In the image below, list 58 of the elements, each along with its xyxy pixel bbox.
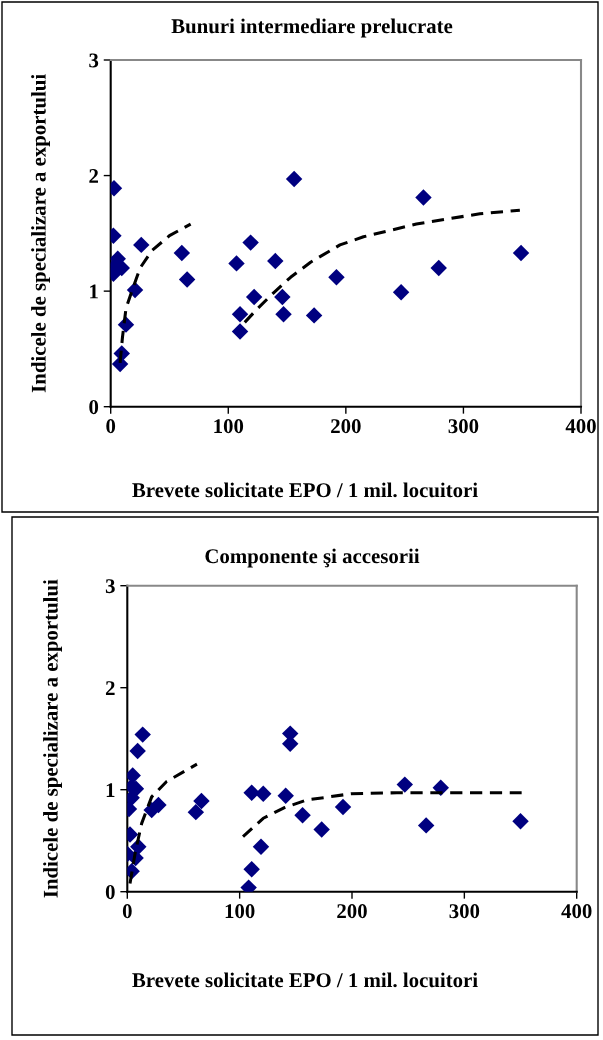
point — [243, 861, 260, 878]
point — [133, 236, 150, 254]
y-tick-label: 1 — [90, 284, 98, 299]
point — [396, 776, 414, 793]
point — [430, 259, 447, 277]
point — [512, 813, 529, 830]
y-tick-label: 2 — [89, 169, 98, 183]
point — [285, 170, 303, 188]
point — [193, 792, 210, 810]
y-tick-label: 2 — [105, 681, 115, 695]
point — [328, 269, 345, 286]
point — [187, 803, 205, 821]
point — [173, 244, 191, 262]
point — [417, 817, 435, 834]
point — [275, 306, 292, 323]
x-tick-label: 300 — [448, 419, 479, 434]
x-tick-label: 400 — [565, 419, 596, 434]
x-axis-title: Brevete solicitate EPO / 1 mil. locuitori — [132, 482, 478, 498]
point — [334, 798, 352, 816]
point — [392, 284, 410, 301]
x-tick-label: 200 — [337, 904, 367, 919]
point — [274, 288, 291, 306]
x-tick-label: 100 — [214, 419, 244, 434]
x-tick-label: 200 — [331, 419, 361, 434]
point — [252, 838, 270, 856]
point — [245, 288, 263, 306]
x-tick-label: 0 — [122, 904, 132, 919]
y-tick-label: 0 — [89, 400, 99, 415]
chart-title: Componente şi accesorii — [205, 548, 420, 568]
point — [126, 281, 144, 299]
point — [243, 784, 260, 801]
point — [305, 307, 323, 324]
y-tick-label: 0 — [105, 885, 115, 900]
point — [129, 742, 146, 760]
point — [178, 271, 196, 288]
point — [231, 323, 249, 340]
point — [267, 252, 284, 270]
point — [242, 234, 259, 251]
x-tick-label: 400 — [561, 904, 592, 919]
point — [255, 785, 272, 802]
point — [512, 244, 530, 262]
y-tick-label: 1 — [106, 783, 115, 797]
point — [277, 787, 294, 805]
point — [134, 726, 151, 743]
x-axis-title: Brevete solicitate EPO / 1 mil. locuitori — [132, 972, 478, 988]
point — [294, 806, 311, 824]
point — [313, 821, 330, 838]
point — [228, 255, 245, 272]
x-tick-label: 300 — [449, 904, 480, 919]
y-axis-title: Indicele de specializare a exportului — [31, 74, 50, 393]
point — [415, 189, 432, 206]
x-tick-label: 100 — [225, 904, 255, 919]
point — [231, 306, 249, 323]
y-axis-title: Indicele de specializare a exportului — [43, 579, 62, 898]
y-tick-label: 3 — [89, 53, 99, 68]
y-tick-label: 3 — [105, 579, 115, 594]
point — [150, 796, 167, 814]
chart-title: Bunuri intermediare prelucrate — [171, 18, 453, 38]
